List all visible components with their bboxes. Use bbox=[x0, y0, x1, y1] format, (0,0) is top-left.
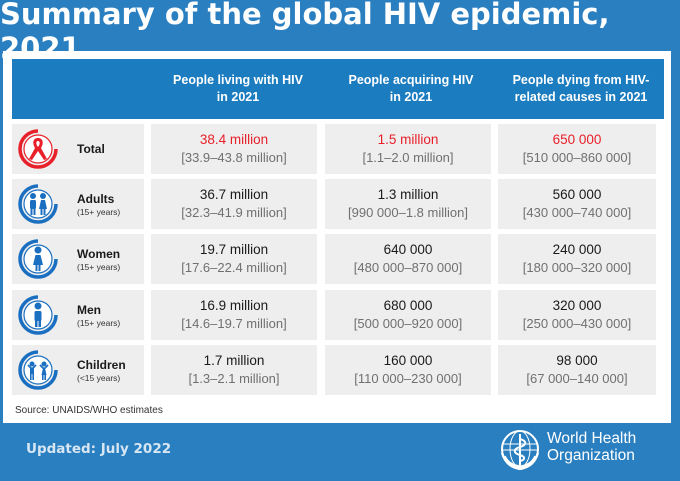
table-cell: 1.3 million [990 000–1.8 million] bbox=[325, 179, 491, 229]
red-ribbon-icon bbox=[18, 129, 58, 169]
estimate-value: 160 000 bbox=[383, 353, 433, 368]
table-cell: 98 000 [67 000–140 000] bbox=[498, 345, 656, 395]
row-age-range: (15+ years) bbox=[77, 317, 121, 328]
estimate-range: [990 000–1.8 million] bbox=[348, 205, 468, 220]
row-name: Men bbox=[77, 302, 101, 317]
table-cell: 640 000 [480 000–870 000] bbox=[325, 234, 491, 284]
table-cell: 240 000 [180 000–320 000] bbox=[498, 234, 656, 284]
estimate-value: 320 000 bbox=[552, 298, 602, 313]
table-cell: 36.7 million [32.3–41.9 million] bbox=[151, 179, 317, 229]
column-header-living: People living with HIV in 2021 bbox=[173, 73, 303, 104]
table-cell: 160 000 [110 000–230 000] bbox=[325, 345, 491, 395]
row-label-women: Women (15+ years) bbox=[12, 234, 144, 284]
row-label-text: Women (15+ years) bbox=[77, 247, 120, 272]
estimate-value: 1.5 million bbox=[377, 132, 439, 147]
estimate-value: 680 000 bbox=[383, 298, 433, 313]
column-header-dying: People dying from HIV- related causes in… bbox=[512, 73, 650, 104]
table-cell: 680 000 [500 000–920 000] bbox=[325, 290, 491, 340]
source-note: Source: UNAIDS/WHO estimates bbox=[15, 405, 163, 416]
estimate-range: [33.9–43.8 million] bbox=[181, 150, 287, 165]
row-age-range: (15+ years) bbox=[77, 206, 121, 217]
table-cell: 19.7 million [17.6–22.4 million] bbox=[151, 234, 317, 284]
table-cell: 650 000 [510 000–860 000] bbox=[498, 124, 656, 174]
estimate-value: 98 000 bbox=[556, 353, 598, 368]
table-cell: 1.5 million [1.1–2.0 million] bbox=[325, 124, 491, 174]
estimate-range: [1.3–2.1 million] bbox=[188, 371, 280, 386]
estimate-value: 16.9 million bbox=[199, 298, 269, 313]
estimate-range: [14.6–19.7 million] bbox=[181, 316, 287, 331]
estimate-value: 640 000 bbox=[383, 242, 433, 257]
estimate-range: [1.1–2.0 million] bbox=[362, 150, 454, 165]
estimate-range: [510 000–860 000] bbox=[522, 150, 632, 165]
children-icon bbox=[18, 350, 58, 390]
estimate-value: 1.3 million bbox=[377, 187, 439, 202]
estimate-range: [32.3–41.9 million] bbox=[181, 205, 287, 220]
row-label-text: Adults (15+ years) bbox=[77, 192, 120, 217]
estimate-value: 560 000 bbox=[552, 187, 602, 202]
estimate-range: [430 000–740 000] bbox=[522, 205, 632, 220]
estimate-value: 36.7 million bbox=[199, 187, 269, 202]
row-age-range: (15+ years) bbox=[77, 261, 121, 272]
row-label-text: Children (<15 years) bbox=[77, 358, 126, 383]
table-cell: 38.4 million [33.9–43.8 million] bbox=[151, 124, 317, 174]
row-label-text: Total bbox=[77, 142, 105, 156]
table-cell: 560 000 [430 000–740 000] bbox=[498, 179, 656, 229]
row-name: Adults bbox=[77, 191, 115, 206]
who-logo: World Health Organization bbox=[497, 426, 657, 472]
who-wordmark-line1: World Health bbox=[547, 430, 637, 447]
row-label-total: Total bbox=[12, 124, 144, 174]
row-name: Total bbox=[77, 142, 105, 156]
table-cell: 320 000 [250 000–430 000] bbox=[498, 290, 656, 340]
row-label-men: Men (15+ years) bbox=[12, 290, 144, 340]
row-label-children: Children (<15 years) bbox=[12, 345, 144, 395]
estimate-value: 240 000 bbox=[552, 242, 602, 257]
man-icon bbox=[18, 295, 58, 335]
estimate-range: [110 000–230 000] bbox=[354, 371, 462, 386]
woman-icon bbox=[18, 239, 58, 279]
estimate-range: [480 000–870 000] bbox=[353, 260, 463, 275]
estimate-value: 38.4 million bbox=[199, 132, 269, 147]
row-name: Women bbox=[77, 246, 121, 261]
who-wordmark-line2: Organization bbox=[547, 447, 635, 464]
row-age-range: (<15 years) bbox=[77, 372, 121, 383]
estimate-value: 19.7 million bbox=[199, 242, 269, 257]
table-cell: 1.7 million [1.3–2.1 million] bbox=[151, 345, 317, 395]
estimate-value: 1.7 million bbox=[203, 353, 265, 368]
table-cell: 16.9 million [14.6–19.7 million] bbox=[151, 290, 317, 340]
row-name: Children bbox=[77, 357, 126, 372]
page-title: Summary of the global HIV epidemic, 2021 bbox=[0, 0, 610, 65]
who-wordmark: World Health Organization bbox=[547, 430, 636, 464]
who-emblem-icon bbox=[500, 430, 540, 471]
estimate-range: [17.6–22.4 million] bbox=[181, 260, 287, 275]
row-label-adults: Adults (15+ years) bbox=[12, 179, 144, 229]
table-header: People living with HIV in 2021 People ac… bbox=[12, 59, 664, 119]
estimate-value: 650 000 bbox=[552, 132, 602, 147]
row-label-text: Men (15+ years) bbox=[77, 303, 120, 328]
updated-date: Updated: July 2022 bbox=[26, 441, 172, 457]
estimate-range: [67 000–140 000] bbox=[526, 371, 628, 386]
adults-icon bbox=[18, 184, 58, 224]
estimate-range: [180 000–320 000] bbox=[522, 260, 632, 275]
summary-panel: People living with HIV in 2021 People ac… bbox=[3, 51, 671, 423]
column-header-acquiring: People acquiring HIV in 2021 bbox=[348, 73, 474, 104]
estimate-range: [250 000–430 000] bbox=[522, 316, 632, 331]
estimate-range: [500 000–920 000] bbox=[353, 316, 463, 331]
